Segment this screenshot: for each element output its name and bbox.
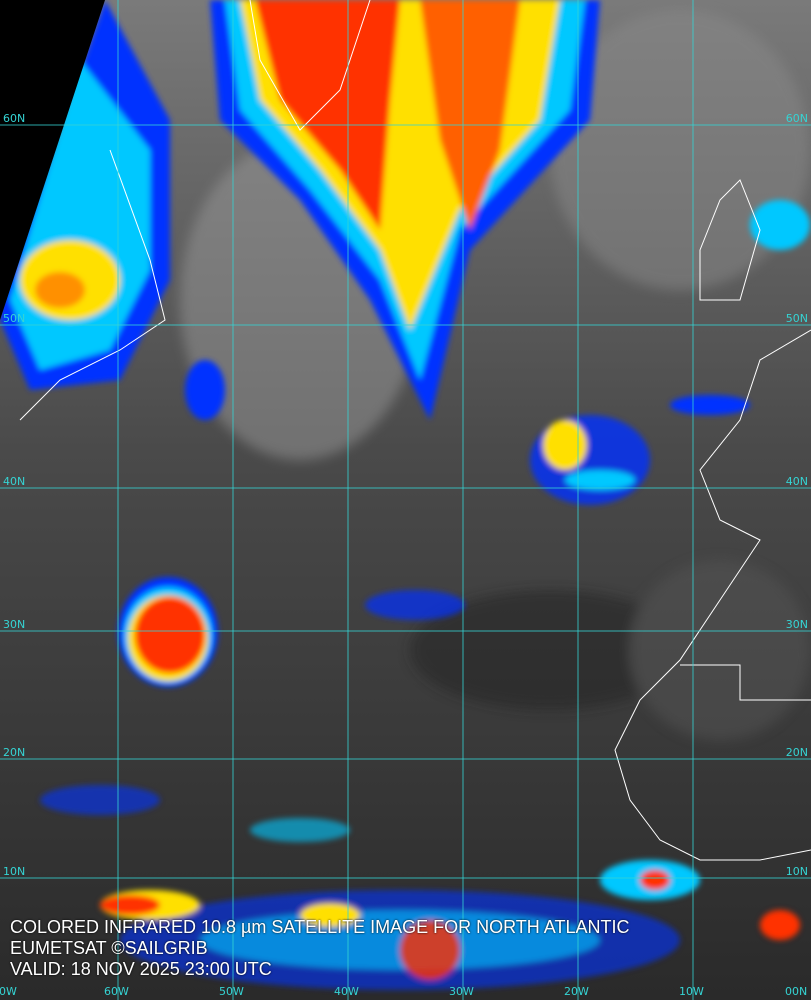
longitude-label: 20W	[564, 985, 589, 998]
latitude-label-right: 10N	[785, 865, 808, 878]
latitude-label-right: 20N	[785, 746, 808, 759]
image-caption: COLORED INFRARED 10.8 µm SATELLITE IMAGE…	[10, 917, 629, 980]
latitude-label-left: 60N	[3, 112, 26, 125]
cloud-band-greenland	[210, 0, 600, 420]
storm-west	[118, 577, 465, 687]
latitude-label-right: 40N	[785, 475, 808, 488]
longitude-label: 30W	[449, 985, 474, 998]
longitude-label: 70W	[0, 985, 17, 998]
latitude-label-left: 30N	[3, 618, 26, 631]
longitude-label: 00N	[785, 985, 808, 998]
no-data-region	[0, 0, 105, 320]
caption-title: COLORED INFRARED 10.8 µm SATELLITE IMAGE…	[10, 917, 630, 937]
longitude-label: 60W	[104, 985, 129, 998]
latitude-label-left: 20N	[3, 746, 26, 759]
longitude-label: 40W	[334, 985, 359, 998]
longitude-label: 50W	[219, 985, 244, 998]
itcz-convection	[40, 785, 800, 990]
latitude-label-left: 40N	[3, 475, 26, 488]
caption-credit: EUMETSAT ©SAILGRIB	[10, 938, 208, 958]
storm-east	[530, 200, 810, 505]
cloud-band-labrador	[0, 0, 225, 420]
latitude-label-right: 50N	[785, 312, 808, 325]
longitude-label: 10W	[679, 985, 704, 998]
latitude-label-right: 60N	[785, 112, 808, 125]
latitude-label-left: 50N	[3, 312, 26, 325]
coastlines	[19, 0, 811, 861]
latitude-label-right: 30N	[785, 618, 808, 631]
caption-valid-time: VALID: 18 NOV 2025 23:00 UTC	[10, 959, 272, 979]
latitude-label-left: 10N	[3, 865, 26, 878]
